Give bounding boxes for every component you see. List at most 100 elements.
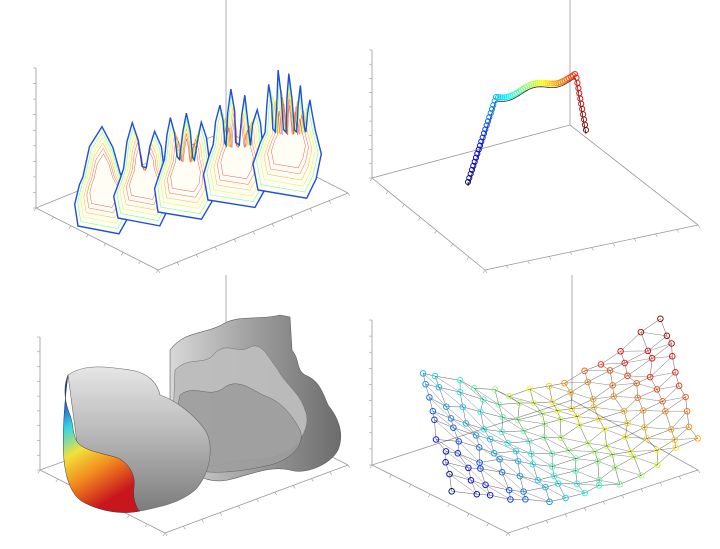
mesh-edge — [499, 459, 520, 477]
mesh-edge — [457, 441, 460, 454]
mesh-node — [516, 399, 523, 407]
mesh-node — [646, 373, 654, 381]
mesh-edge — [446, 406, 467, 424]
mesh-edge — [620, 331, 642, 352]
axis-tick — [659, 482, 663, 486]
mesh-node — [624, 419, 631, 427]
mesh-edge — [657, 447, 676, 465]
mesh-node — [459, 403, 467, 411]
mesh-edge — [650, 372, 676, 378]
trajectory-point — [478, 138, 485, 145]
mesh-edge — [549, 385, 571, 393]
axis-tick — [506, 265, 509, 269]
graph-mesh-plot — [369, 275, 701, 537]
mesh-edge — [435, 439, 458, 454]
mesh-edge — [545, 483, 559, 488]
mesh-edge — [587, 443, 596, 452]
mesh-edge — [445, 462, 469, 469]
mesh-node — [568, 405, 576, 412]
mesh-edge — [509, 396, 520, 404]
mesh-edge — [640, 318, 661, 333]
axis-tick — [591, 247, 594, 251]
mesh-edge — [517, 413, 543, 421]
mesh-edge — [674, 439, 676, 448]
mesh-edge — [644, 427, 672, 430]
mesh-edge — [579, 425, 605, 430]
mesh-edge — [627, 358, 653, 376]
mesh-edge — [651, 343, 672, 359]
mesh-edge — [587, 381, 613, 386]
mesh-edge — [515, 451, 519, 462]
mesh-edge — [625, 436, 647, 439]
trajectory-panel — [360, 0, 720, 275]
hand-contours — [73, 69, 323, 235]
hand-contour — [252, 69, 323, 199]
trajectory-point — [476, 142, 484, 149]
axis-tick — [450, 243, 453, 247]
mesh-node — [491, 386, 499, 393]
mesh-edge — [468, 467, 486, 486]
trajectory-point — [492, 93, 500, 101]
mesh-edge — [627, 375, 637, 384]
mesh-edge — [468, 467, 472, 481]
mesh-edge — [552, 401, 572, 409]
mesh-node — [627, 448, 634, 455]
mesh-node — [589, 395, 597, 403]
trajectory-point — [483, 122, 490, 129]
trajectory-point — [480, 130, 488, 137]
trajectory-point — [497, 94, 504, 101]
trajectory-point — [467, 170, 474, 177]
mesh-edge — [656, 389, 663, 402]
mesh-node — [499, 414, 506, 421]
mesh-edge — [575, 461, 598, 471]
mesh-edge — [543, 437, 569, 451]
mesh-edge — [625, 423, 628, 437]
axis-tick — [127, 514, 130, 519]
mesh-node — [442, 448, 450, 455]
mesh-node — [431, 416, 438, 424]
mesh-edge — [552, 392, 571, 403]
mesh-edge — [612, 454, 616, 468]
mesh-edge — [494, 389, 520, 404]
mesh-node — [432, 436, 440, 443]
mesh-node — [669, 353, 676, 360]
mesh-edge — [643, 410, 666, 412]
mesh-node — [456, 388, 464, 396]
mesh-node — [447, 415, 455, 422]
mesh-edge — [619, 475, 642, 485]
trajectory-point — [579, 105, 586, 113]
mesh-edge — [434, 375, 461, 393]
mesh-edge — [474, 388, 499, 405]
mesh-edge — [490, 495, 511, 500]
mesh-edge — [593, 407, 599, 419]
mesh-node — [590, 403, 598, 411]
mesh-edge — [450, 418, 477, 436]
mesh-edge — [545, 487, 566, 499]
mesh-edge — [665, 396, 686, 412]
mesh-edge — [435, 439, 459, 442]
trajectory-point — [544, 80, 551, 87]
mesh-node — [550, 472, 558, 480]
axis-tick — [144, 523, 148, 528]
mesh-node — [644, 347, 652, 355]
mesh-edge — [647, 335, 668, 352]
axis-tick — [183, 526, 186, 530]
mesh-edge — [501, 431, 530, 442]
mesh-edge — [571, 407, 594, 409]
axes-box — [371, 0, 699, 271]
mesh-edge — [571, 399, 594, 409]
trajectory-point — [490, 102, 497, 109]
mesh-edge — [577, 483, 599, 486]
axis-tick — [274, 492, 278, 496]
mesh-edge — [594, 451, 598, 462]
mesh-node — [462, 420, 470, 427]
mesh-edge — [640, 331, 667, 336]
mesh-node — [431, 372, 439, 380]
mesh-edge — [479, 458, 500, 463]
mesh-node — [548, 450, 556, 457]
trajectory-point — [577, 95, 584, 102]
mesh-edge — [552, 466, 555, 477]
trajectory-curve — [464, 70, 590, 187]
mesh-edge — [465, 423, 491, 440]
mesh-edge — [432, 411, 435, 420]
